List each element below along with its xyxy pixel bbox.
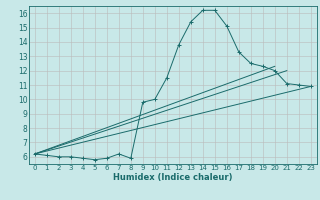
X-axis label: Humidex (Indice chaleur): Humidex (Indice chaleur) [113,173,233,182]
